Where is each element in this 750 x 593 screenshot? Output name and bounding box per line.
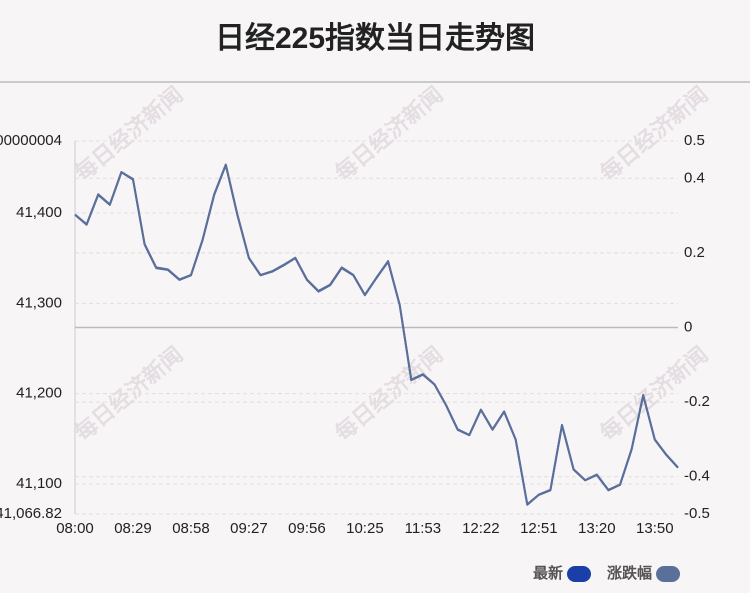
x-tick-label: 13:20	[578, 520, 616, 537]
x-tick-label: 12:51	[520, 520, 558, 537]
y-tick-label: 41,300	[16, 294, 62, 311]
x-tick-label: 10:25	[346, 520, 384, 537]
legend-swatch	[567, 566, 592, 582]
y2-tick-label: 0.4	[684, 169, 705, 186]
y2-tick-label: 0.2	[684, 244, 705, 261]
y-tick-label: 41,100	[16, 475, 62, 492]
x-tick-label: 11:53	[405, 520, 441, 537]
x-tick-label: 08:00	[56, 520, 94, 537]
legend-label: 最新	[533, 564, 563, 582]
y2-tick-label: 0	[684, 318, 692, 335]
legend-label: 涨跌幅	[607, 564, 652, 582]
y-tick-label: 41,066.82	[0, 505, 62, 522]
legend-swatch	[656, 566, 681, 582]
chart-title: 日经225指数当日走势图	[215, 21, 535, 55]
x-tick-label: 13:50	[636, 520, 674, 537]
x-tick-label: 12:22	[462, 520, 500, 537]
y-tick-label: 41,400	[16, 204, 62, 221]
y2-tick-label: 0.5	[684, 132, 705, 149]
y2-tick-label: -0.4	[684, 468, 710, 485]
line-series	[74, 163, 679, 506]
x-tick-label: 08:58	[172, 520, 210, 537]
y2-tick-label: -0.5	[684, 505, 710, 522]
x-tick-label: 08:29	[114, 520, 152, 537]
y2-tick-label: -0.2	[684, 393, 710, 410]
x-tick-label: 09:56	[288, 520, 326, 537]
y-tick-label: 41,479.7000000004	[0, 132, 62, 149]
y-tick-label: 41,200	[16, 385, 62, 402]
x-tick-label: 09:27	[230, 520, 268, 537]
